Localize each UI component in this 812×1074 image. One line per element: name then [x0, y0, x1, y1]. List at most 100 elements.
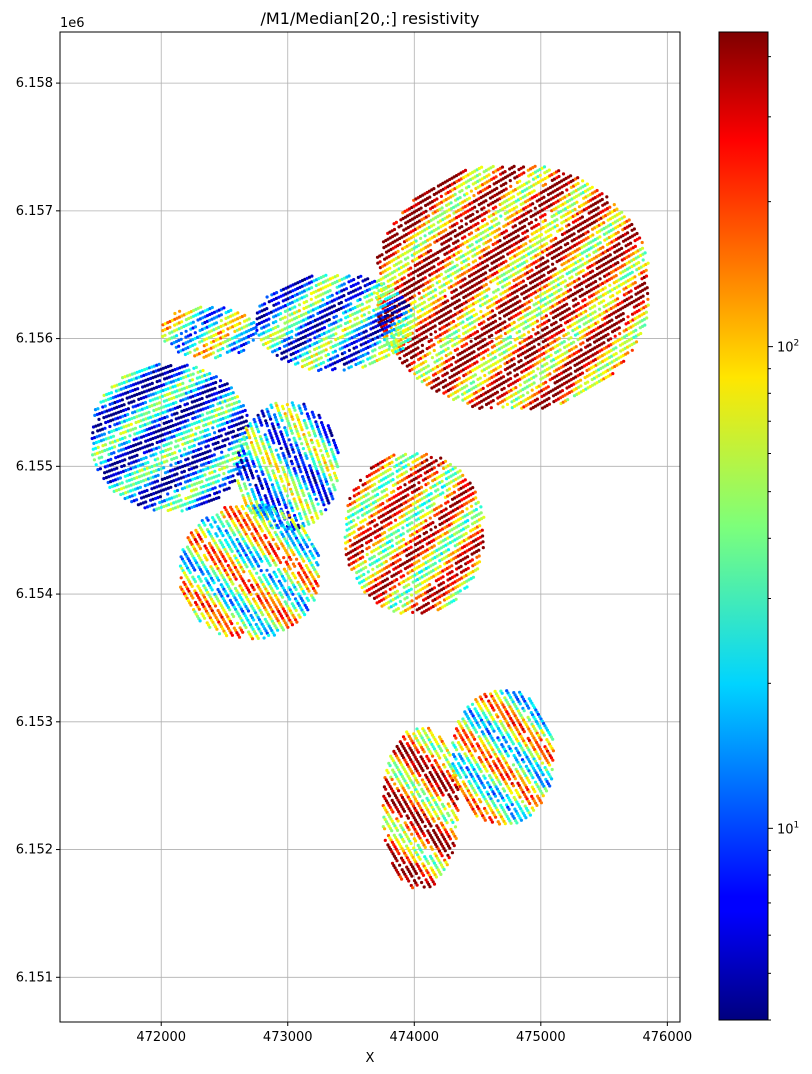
data-point: [602, 341, 606, 345]
data-point: [459, 219, 464, 223]
data-point: [449, 351, 453, 355]
data-point: [372, 291, 376, 295]
data-point: [423, 276, 427, 280]
data-point: [450, 260, 454, 264]
data-point: [609, 337, 613, 341]
data-points: [90, 164, 650, 890]
data-point: [482, 320, 486, 324]
data-point: [626, 351, 630, 355]
data-point: [335, 274, 340, 278]
data-point: [565, 302, 569, 306]
data-point: [646, 261, 650, 265]
data-point: [479, 310, 483, 314]
data-point: [432, 348, 436, 353]
data-point: [596, 320, 600, 324]
data-point: [311, 314, 315, 318]
data-point: [630, 270, 634, 274]
data-point: [633, 244, 638, 248]
data-point: [608, 205, 612, 209]
data-point: [472, 308, 476, 312]
data-point: [433, 330, 438, 334]
data-point: [129, 422, 133, 426]
data-point: [576, 181, 580, 186]
data-point: [419, 206, 423, 210]
data-point: [443, 378, 447, 382]
data-point: [177, 344, 181, 348]
data-point: [559, 323, 563, 328]
data-point: [633, 281, 637, 285]
data-point: [379, 313, 383, 317]
data-point: [507, 281, 512, 285]
data-point: [464, 222, 468, 226]
data-point: [570, 275, 574, 279]
data-point: [379, 282, 384, 286]
data-point: [359, 274, 363, 278]
data-point: [629, 241, 633, 245]
data-point: [456, 395, 460, 399]
data-point: [467, 185, 471, 189]
data-point: [386, 313, 390, 317]
data-point: [629, 295, 634, 299]
data-point: [308, 350, 312, 354]
data-point: [525, 229, 529, 233]
data-point: [501, 405, 505, 409]
data-point: [531, 202, 535, 206]
data-point: [324, 273, 328, 277]
data-point: [634, 340, 639, 344]
data-point: [157, 362, 161, 366]
data-point: [493, 319, 498, 323]
data-point: [185, 363, 189, 367]
data-point: [428, 351, 432, 355]
data-point: [591, 233, 595, 237]
data-point: [577, 277, 581, 281]
data-point: [436, 256, 440, 260]
data-point: [560, 227, 564, 231]
data-point: [433, 324, 437, 328]
data-point: [433, 288, 437, 292]
data-point: [616, 297, 620, 301]
data-point: [576, 301, 580, 306]
data-point: [437, 279, 442, 284]
data-point: [99, 422, 103, 426]
data-point: [581, 341, 585, 345]
data-point: [542, 165, 547, 169]
data-point: [588, 343, 592, 347]
data-point: [558, 348, 562, 352]
data-point: [254, 331, 258, 335]
data-point: [360, 302, 364, 306]
data-point: [392, 322, 396, 326]
data-point: [343, 351, 347, 355]
data-point: [400, 295, 404, 299]
data-point: [380, 253, 384, 257]
data-point: [267, 317, 271, 321]
data-point: [485, 294, 489, 298]
data-point: [545, 362, 549, 366]
data-point: [187, 368, 191, 372]
data-point: [523, 224, 527, 228]
data-point: [395, 232, 399, 236]
data-point: [640, 240, 644, 245]
data-point: [169, 364, 173, 368]
data-point: [544, 314, 549, 318]
data-point: [480, 405, 484, 409]
data-point: [185, 402, 189, 406]
data-point: [421, 349, 425, 353]
data-point: [543, 218, 547, 222]
data-point: [310, 286, 314, 290]
data-point: [534, 218, 538, 222]
data-point: [480, 165, 484, 169]
data-point: [247, 317, 251, 321]
data-point: [218, 353, 222, 358]
data-point: [561, 274, 565, 278]
data-point: [444, 228, 448, 232]
data-point: [451, 355, 455, 360]
data-point: [208, 372, 212, 376]
data-point: [484, 271, 488, 275]
data-point: [537, 222, 541, 226]
data-point: [392, 336, 396, 340]
data-point: [487, 287, 491, 291]
data-point: [622, 359, 626, 363]
data-point: [213, 386, 217, 390]
data-point: [254, 325, 258, 329]
data-point: [434, 294, 438, 298]
